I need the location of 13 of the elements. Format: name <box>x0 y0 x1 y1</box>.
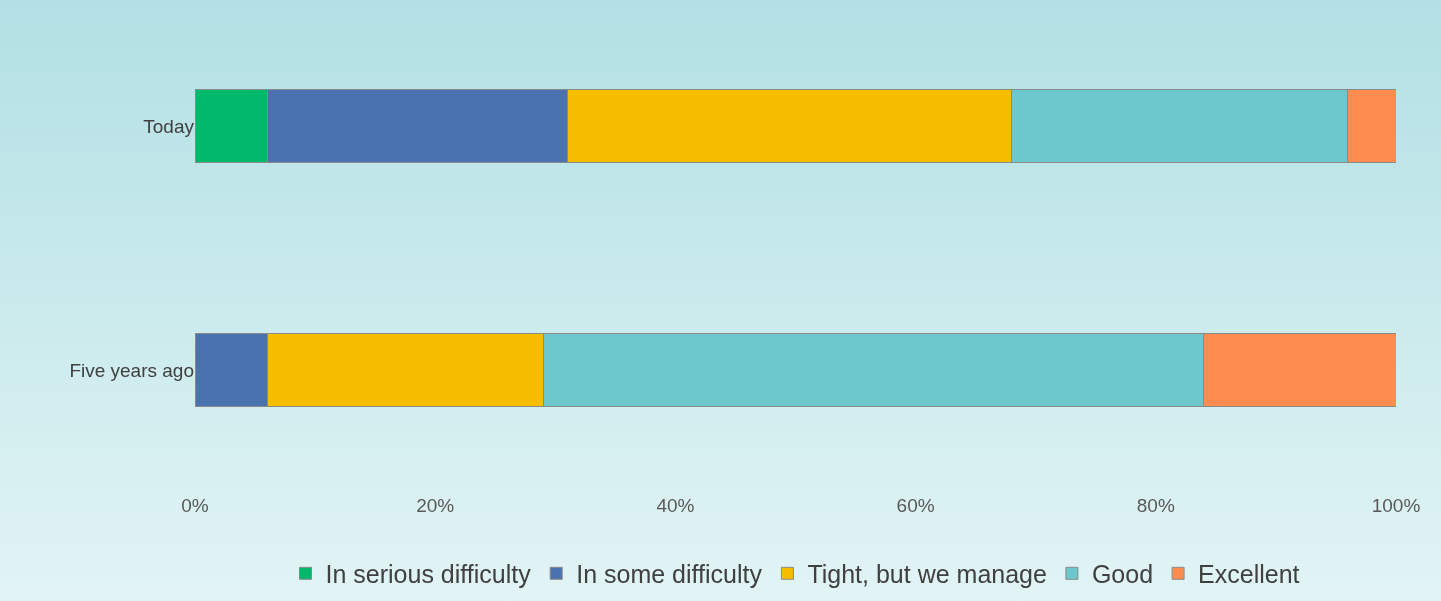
legend-label: Good <box>1091 560 1154 589</box>
x-tick-label: 80% <box>1136 495 1175 516</box>
x-tick-label: 60% <box>896 495 935 516</box>
x-tick-label: 0% <box>181 495 209 516</box>
legend-label: Tight, but we manage <box>807 560 1047 589</box>
legend-label: In some difficulty <box>576 560 763 589</box>
y-tick-label: Today <box>143 115 195 137</box>
x-tick-label: 40% <box>656 495 695 516</box>
y-tick-label: Five years ago <box>69 359 194 381</box>
x-tick-label: 100% <box>1371 495 1421 516</box>
legend-label: Excellent <box>1198 560 1300 589</box>
x-tick-label: 20% <box>416 495 455 516</box>
legend-label: In serious difficulty <box>325 560 532 589</box>
